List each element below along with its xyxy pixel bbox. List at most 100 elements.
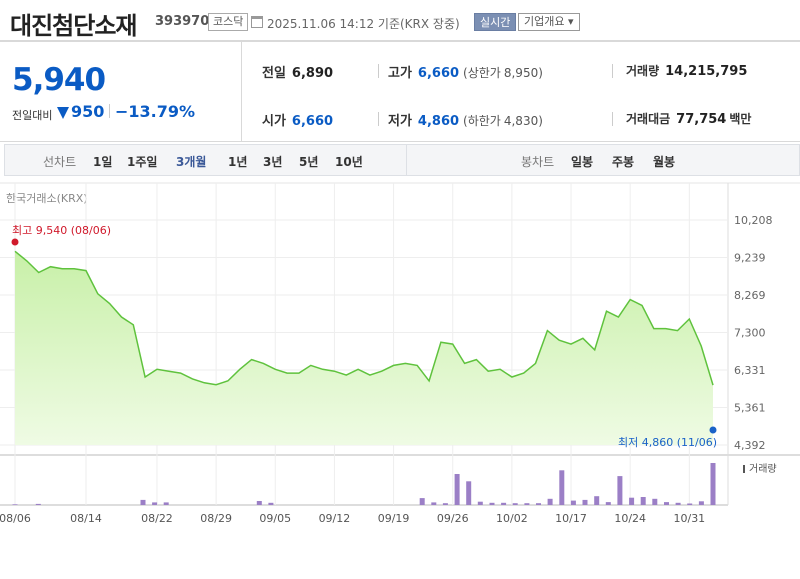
volume-bar bbox=[594, 496, 600, 505]
period-1d[interactable]: 1일 bbox=[93, 155, 113, 169]
volume: 거래량 14,215,795 bbox=[626, 62, 747, 79]
volume-bar bbox=[559, 470, 565, 505]
prev-close: 전일 6,890 bbox=[262, 62, 333, 81]
price-area bbox=[15, 251, 713, 445]
down-arrow-icon bbox=[57, 107, 69, 119]
company-overview-dropdown[interactable]: 기업개요 ▾ bbox=[518, 13, 580, 31]
period-10y[interactable]: 10년 bbox=[335, 155, 363, 169]
low-price: 저가 4,860 (하한가 4,830) bbox=[388, 110, 543, 129]
low-value: 4,860 bbox=[417, 114, 460, 129]
candle-daily[interactable]: 일봉 bbox=[571, 155, 594, 169]
x-tick-label: 10/31 bbox=[673, 512, 705, 525]
prev-close-label: 전일 bbox=[262, 66, 286, 81]
y-tick-label: 7,300 bbox=[734, 327, 766, 340]
volume-bar bbox=[570, 500, 576, 505]
period-3y[interactable]: 3년 bbox=[263, 155, 283, 169]
price-summary: 5,940 전일대비 950 −13.79% 전일 6,890 고가 6,660 (상… bbox=[0, 42, 800, 142]
low-label: 저가 bbox=[388, 114, 412, 129]
candle-monthly[interactable]: 월봉 bbox=[653, 155, 676, 169]
x-tick-label: 10/24 bbox=[614, 512, 646, 525]
candle-weekly[interactable]: 주봉 bbox=[612, 155, 635, 169]
amount-value: 77,754 bbox=[676, 112, 727, 127]
volume-bar bbox=[652, 498, 658, 505]
volume-bar bbox=[524, 503, 530, 505]
trade-amount: 거래대금 77,754 백만 bbox=[626, 110, 751, 127]
realtime-button[interactable]: 실시간 bbox=[474, 13, 517, 31]
high-price: 고가 6,660 (상한가 8,950) bbox=[388, 62, 543, 81]
high-annotation: 최고 9,540 (08/06) bbox=[12, 224, 111, 237]
volume-bar bbox=[512, 503, 518, 505]
x-tick-label: 09/19 bbox=[378, 512, 410, 525]
divider bbox=[378, 64, 379, 78]
period-1y[interactable]: 1년 bbox=[228, 155, 248, 169]
x-tick-label: 08/29 bbox=[200, 512, 232, 525]
divider bbox=[109, 104, 110, 118]
volume-bar bbox=[698, 501, 704, 505]
volume-bar bbox=[640, 497, 646, 505]
calendar-icon bbox=[251, 16, 263, 28]
period-5y[interactable]: 5년 bbox=[299, 155, 319, 169]
change-rate: −13.79% bbox=[115, 102, 196, 121]
line-chart-label: 선차트 bbox=[43, 155, 77, 169]
y-tick-label: 5,361 bbox=[734, 402, 766, 415]
volume-bar bbox=[675, 502, 681, 505]
high-label: 고가 bbox=[388, 66, 412, 81]
volume-bar bbox=[617, 476, 623, 505]
divider bbox=[612, 112, 613, 126]
change-value: 950 bbox=[71, 102, 105, 121]
x-tick-label: 09/26 bbox=[437, 512, 469, 525]
x-tick-label: 10/02 bbox=[496, 512, 528, 525]
prev-close-value: 6,890 bbox=[291, 66, 334, 81]
x-tick-label: 09/05 bbox=[259, 512, 291, 525]
volume-legend: 거래량 bbox=[749, 463, 777, 475]
divider bbox=[406, 145, 407, 175]
y-tick-label: 10,208 bbox=[734, 214, 773, 227]
volume-bar bbox=[140, 499, 146, 505]
volume-bar bbox=[547, 498, 553, 505]
volume-bar bbox=[582, 499, 588, 505]
x-tick-label: 10/17 bbox=[555, 512, 587, 525]
y-tick-label: 4,392 bbox=[734, 439, 766, 452]
volume-bar bbox=[710, 463, 716, 505]
amount-label: 거래대금 bbox=[626, 112, 671, 126]
open-price: 시가 6,660 bbox=[262, 110, 333, 129]
volume-bar bbox=[152, 502, 158, 505]
x-tick-label: 08/06 bbox=[0, 512, 31, 525]
volume-legend-marker bbox=[743, 465, 745, 473]
volume-bar bbox=[12, 504, 18, 505]
market-badge: 코스닥 bbox=[208, 13, 249, 31]
volume-bar bbox=[163, 502, 169, 505]
volume-bar bbox=[442, 503, 448, 505]
candle-chart-label: 봉차트 bbox=[521, 155, 555, 169]
volume-bar bbox=[454, 474, 460, 505]
change-label: 전일대비 bbox=[12, 109, 53, 122]
period-1w[interactable]: 1주일 bbox=[127, 155, 158, 169]
volume-bar bbox=[431, 502, 437, 505]
volume-bar bbox=[501, 502, 507, 505]
x-tick-label: 09/12 bbox=[319, 512, 351, 525]
open-label: 시가 bbox=[262, 114, 286, 129]
volume-bar bbox=[489, 502, 495, 505]
period-3m[interactable]: 3개월 bbox=[176, 155, 207, 169]
price-line bbox=[14, 250, 714, 386]
y-tick-label: 6,331 bbox=[734, 364, 766, 377]
chart-controls: 선차트 1일 1주일 3개월 1년 3년 5년 10년 봉차트 일봉 주봉 월봉 bbox=[4, 144, 800, 176]
stock-header: 대진첨단소재 393970 코스닥 2025.11.06 14:12 기준(KR… bbox=[0, 0, 800, 42]
current-price-box: 5,940 전일대비 950 −13.79% bbox=[0, 42, 242, 142]
high-point-marker bbox=[11, 238, 19, 246]
lower-limit-value: 4,830) bbox=[503, 114, 543, 128]
high-value: 6,660 bbox=[417, 66, 460, 81]
volume-bar bbox=[687, 503, 693, 505]
volume-bar bbox=[35, 503, 41, 505]
volume-bar bbox=[629, 497, 635, 505]
volume-bar bbox=[605, 502, 611, 505]
volume-bar bbox=[477, 501, 483, 505]
volume-bar bbox=[466, 481, 472, 505]
volume-bar bbox=[536, 503, 541, 505]
volume-bar bbox=[256, 501, 262, 505]
volume-bar bbox=[268, 502, 274, 505]
timestamp: 2025.11.06 14:12 기준(KRX 장중) bbox=[267, 17, 460, 31]
stock-code: 393970 bbox=[155, 14, 210, 29]
low-point-marker bbox=[709, 426, 717, 434]
